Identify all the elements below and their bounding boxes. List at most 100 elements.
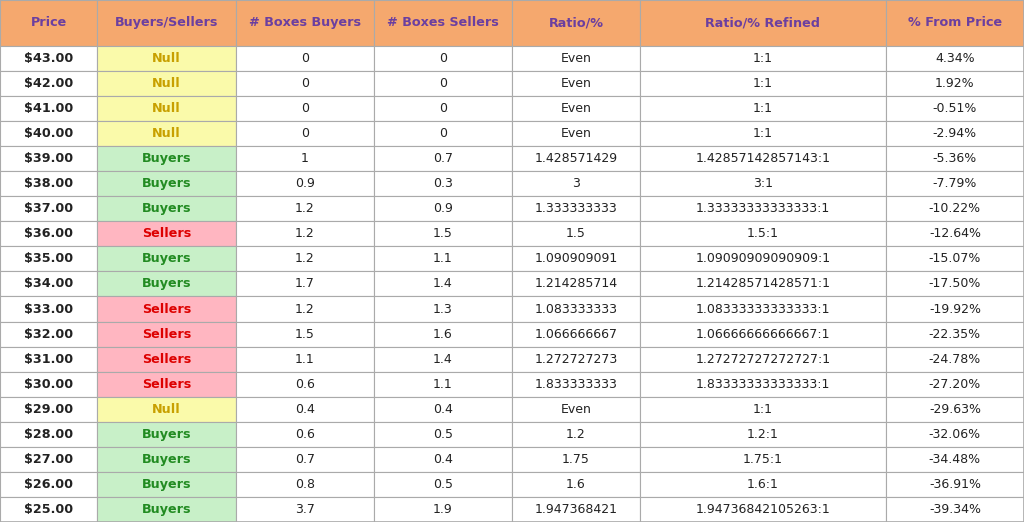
Bar xyxy=(97,46,236,71)
Bar xyxy=(236,196,374,221)
Bar xyxy=(374,96,512,121)
Bar xyxy=(0,121,97,146)
Text: 1.7: 1.7 xyxy=(295,278,314,290)
Text: 0: 0 xyxy=(439,77,446,90)
Text: $43.00: $43.00 xyxy=(24,52,74,65)
Text: 1.272727273: 1.272727273 xyxy=(535,353,617,365)
Text: Null: Null xyxy=(152,403,181,416)
Bar xyxy=(886,246,1024,271)
Bar xyxy=(512,271,640,296)
Bar xyxy=(0,296,97,322)
Text: 0: 0 xyxy=(301,127,308,140)
Bar xyxy=(236,322,374,347)
Bar xyxy=(236,46,374,71)
Bar xyxy=(236,347,374,372)
Text: 0.9: 0.9 xyxy=(295,177,314,190)
Bar xyxy=(640,46,886,71)
Text: -7.79%: -7.79% xyxy=(933,177,977,190)
Bar xyxy=(97,497,236,522)
Bar xyxy=(374,497,512,522)
Text: 1.75: 1.75 xyxy=(562,453,590,466)
Text: # Boxes Sellers: # Boxes Sellers xyxy=(387,17,499,29)
Bar xyxy=(374,221,512,246)
Text: 1:1: 1:1 xyxy=(753,127,773,140)
Text: Price: Price xyxy=(31,17,67,29)
Text: % From Price: % From Price xyxy=(908,17,1001,29)
Text: $31.00: $31.00 xyxy=(25,353,73,365)
Text: 1.947368421: 1.947368421 xyxy=(535,503,617,516)
Bar xyxy=(0,96,97,121)
Bar xyxy=(512,46,640,71)
Bar xyxy=(97,121,236,146)
Bar xyxy=(886,322,1024,347)
Bar xyxy=(640,71,886,96)
Text: Sellers: Sellers xyxy=(141,353,191,365)
Bar xyxy=(512,71,640,96)
Text: -15.07%: -15.07% xyxy=(929,253,981,265)
Bar xyxy=(640,96,886,121)
Bar xyxy=(0,71,97,96)
Text: 1.06666666666667:1: 1.06666666666667:1 xyxy=(695,328,830,340)
Bar xyxy=(0,447,97,472)
Bar xyxy=(886,146,1024,171)
Bar xyxy=(886,0,1024,46)
Text: 1.090909091: 1.090909091 xyxy=(535,253,617,265)
Text: 1:1: 1:1 xyxy=(753,52,773,65)
Text: -39.34%: -39.34% xyxy=(929,503,981,516)
Text: 1.9: 1.9 xyxy=(433,503,453,516)
Bar xyxy=(512,296,640,322)
Text: -5.36%: -5.36% xyxy=(933,152,977,165)
Bar xyxy=(374,472,512,497)
Text: Even: Even xyxy=(560,127,592,140)
Text: Buyers: Buyers xyxy=(141,453,191,466)
Text: 1:1: 1:1 xyxy=(753,403,773,416)
Text: 1.833333333: 1.833333333 xyxy=(535,378,617,390)
Text: 0.4: 0.4 xyxy=(433,453,453,466)
Bar xyxy=(640,472,886,497)
Bar xyxy=(886,372,1024,397)
Bar xyxy=(97,447,236,472)
Bar xyxy=(374,246,512,271)
Bar xyxy=(236,271,374,296)
Text: -2.94%: -2.94% xyxy=(933,127,977,140)
Text: $39.00: $39.00 xyxy=(25,152,73,165)
Text: Buyers: Buyers xyxy=(141,428,191,441)
Bar xyxy=(512,221,640,246)
Bar xyxy=(236,246,374,271)
Bar xyxy=(512,322,640,347)
Text: 0.5: 0.5 xyxy=(433,428,453,441)
Bar xyxy=(97,347,236,372)
Bar xyxy=(0,0,97,46)
Bar xyxy=(0,472,97,497)
Text: Sellers: Sellers xyxy=(141,228,191,240)
Text: 4.34%: 4.34% xyxy=(935,52,975,65)
Bar xyxy=(374,121,512,146)
Text: $32.00: $32.00 xyxy=(25,328,73,340)
Text: Buyers: Buyers xyxy=(141,478,191,491)
Text: 1.066666667: 1.066666667 xyxy=(535,328,617,340)
Text: -32.06%: -32.06% xyxy=(929,428,981,441)
Bar xyxy=(512,96,640,121)
Text: 0.4: 0.4 xyxy=(295,403,314,416)
Bar xyxy=(512,171,640,196)
Text: $26.00: $26.00 xyxy=(25,478,73,491)
Text: Null: Null xyxy=(152,77,181,90)
Bar xyxy=(640,422,886,447)
Bar xyxy=(640,271,886,296)
Text: 1.83333333333333:1: 1.83333333333333:1 xyxy=(695,378,830,390)
Text: -36.91%: -36.91% xyxy=(929,478,981,491)
Text: 1.428571429: 1.428571429 xyxy=(535,152,617,165)
Bar xyxy=(374,271,512,296)
Bar xyxy=(886,397,1024,422)
Text: -19.92%: -19.92% xyxy=(929,303,981,315)
Bar xyxy=(374,196,512,221)
Text: 1.6: 1.6 xyxy=(433,328,453,340)
Text: 0: 0 xyxy=(301,52,308,65)
Text: 1.42857142857143:1: 1.42857142857143:1 xyxy=(695,152,830,165)
Text: 1.08333333333333:1: 1.08333333333333:1 xyxy=(695,303,830,315)
Text: $29.00: $29.00 xyxy=(25,403,73,416)
Text: -29.63%: -29.63% xyxy=(929,403,981,416)
Text: $27.00: $27.00 xyxy=(25,453,73,466)
Bar xyxy=(640,221,886,246)
Text: $34.00: $34.00 xyxy=(24,278,74,290)
